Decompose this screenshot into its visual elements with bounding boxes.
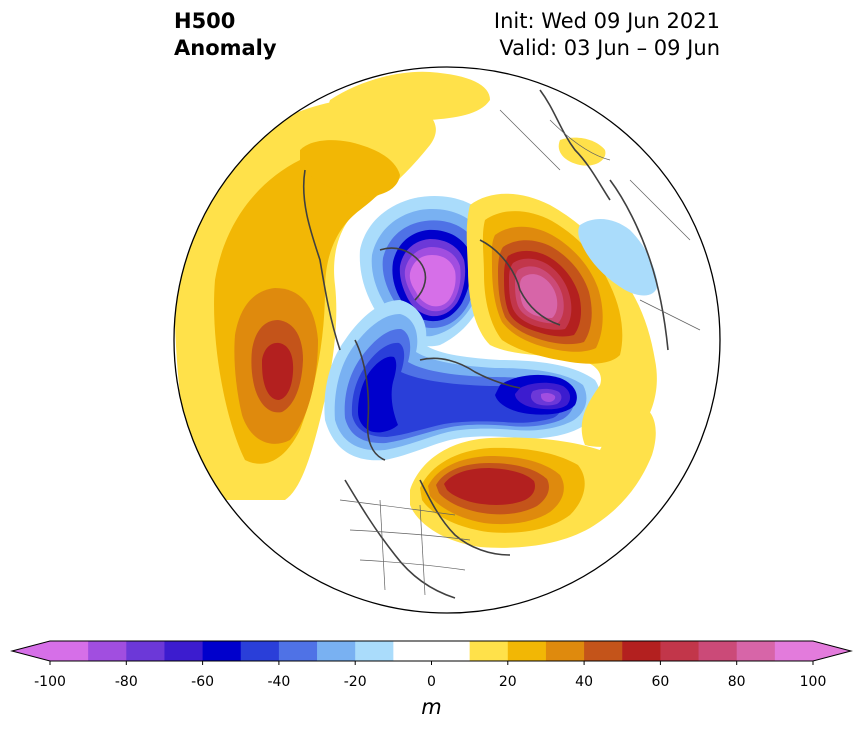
colorbar-cell xyxy=(164,641,204,661)
colorbar xyxy=(10,640,853,665)
title-field: Anomaly xyxy=(174,36,277,60)
colorbar-cell xyxy=(317,641,356,661)
colorbar-tick-label: 40 xyxy=(575,674,593,690)
anomaly-ridge-north xyxy=(300,71,606,197)
colorbar-tick-label: -40 xyxy=(267,674,291,690)
colorbar-cell xyxy=(393,641,432,661)
colorbar-cell xyxy=(431,641,471,661)
anomaly-ridge-atlantic xyxy=(174,98,436,501)
colorbar-cell xyxy=(660,641,700,661)
colorbar-under-arrow xyxy=(12,641,50,661)
colorbar-cell xyxy=(126,641,165,661)
colorbar-cell xyxy=(278,641,318,661)
colorbar-outline xyxy=(10,640,853,662)
colorbar-cell xyxy=(202,641,242,661)
init-time: Init: Wed 09 Jun 2021 xyxy=(493,9,720,33)
colorbar-tick-label: -60 xyxy=(191,674,215,690)
colorbar-cell xyxy=(698,641,738,661)
polar-map xyxy=(173,66,721,614)
map-boundary xyxy=(173,66,721,614)
colorbar-tick-label: -20 xyxy=(343,674,367,690)
title-variable: H500 xyxy=(174,9,236,33)
colorbar-cell xyxy=(545,641,585,661)
colorbar-cell xyxy=(774,641,814,661)
colorbar-cell xyxy=(355,641,394,661)
colorbar-tick-label: 0 xyxy=(427,674,436,690)
colorbar-tick-label: -100 xyxy=(34,674,66,690)
anomaly-ridge-northeast-us xyxy=(410,405,656,548)
colorbar-tick-label: 80 xyxy=(727,674,746,690)
anomaly-trough-east-asia xyxy=(578,218,658,296)
colorbar-cell xyxy=(622,641,661,661)
valid-period: Valid: 03 Jun – 09 Jun xyxy=(499,36,720,60)
borders xyxy=(339,109,701,596)
colorbar-cell xyxy=(584,641,623,661)
colorbar-tick-label: 60 xyxy=(651,674,670,690)
colorbar-cell xyxy=(469,641,509,661)
map-subtitle: Init: Wed 09 Jun 2021 Valid: 03 Jun – 09… xyxy=(494,8,720,62)
colorbar-cell xyxy=(240,641,280,661)
coastlines xyxy=(302,89,669,599)
colorbar-tick-label: -80 xyxy=(114,674,138,690)
colorbar-cell xyxy=(507,641,547,661)
colorbar-cell xyxy=(50,641,89,661)
colorbar-tick-label: 100 xyxy=(799,674,827,690)
anomaly-ridge-siberia xyxy=(466,193,657,447)
anomaly-trough-greenland xyxy=(324,300,601,461)
colorbar-unit: m xyxy=(421,695,442,719)
colorbar-tick-label: 20 xyxy=(498,674,517,690)
colorbar-cell xyxy=(736,641,776,661)
colorbar-cell xyxy=(88,641,127,661)
map-title: H500 Anomaly xyxy=(174,8,277,62)
colorbar-over-arrow xyxy=(813,641,851,661)
